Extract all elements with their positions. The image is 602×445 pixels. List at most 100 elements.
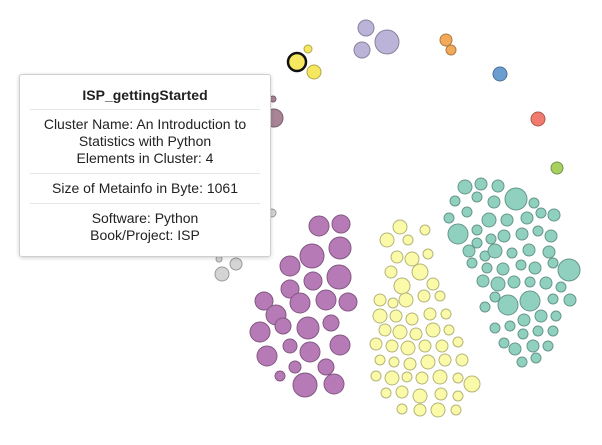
node-bubble-lavender-2[interactable]	[374, 29, 400, 55]
node-bubble-yellow-59[interactable]	[434, 290, 446, 302]
node-bubble-purple-32[interactable]	[274, 317, 292, 335]
node-bubble-teal-129[interactable]	[496, 262, 510, 276]
node-bubble-teal-134[interactable]	[476, 274, 490, 288]
node-bubble-purple-35[interactable]	[329, 334, 351, 356]
node-bubble-yellow-89[interactable]	[380, 387, 392, 399]
node-bubble-grey-16[interactable]	[214, 266, 230, 282]
node-bubble-teal-111[interactable]	[535, 207, 547, 219]
node-bubble-purple-38[interactable]	[256, 345, 278, 367]
node-bubble-yellow-69[interactable]	[443, 324, 455, 336]
node-bubble-purple-31[interactable]	[249, 321, 271, 343]
node-bubble-yellow-90[interactable]	[395, 385, 409, 399]
node-bubble-yellow-54[interactable]	[426, 277, 440, 291]
node-bubble-teal-112[interactable]	[547, 208, 561, 222]
highlighted-node-isp-gettingstarted[interactable]	[286, 51, 308, 73]
node-bubble-teal-119[interactable]	[532, 225, 544, 237]
node-bubble-yellow-84[interactable]	[401, 371, 413, 383]
node-bubble-teal-108[interactable]	[481, 212, 497, 228]
node-bubble-teal-136[interactable]	[507, 275, 521, 289]
node-bubble-purple-18[interactable]	[308, 215, 330, 237]
node-bubble-teal-130[interactable]	[515, 259, 527, 271]
node-bubble-teal-138[interactable]	[539, 276, 553, 290]
node-bubble-teal-98[interactable]	[457, 179, 473, 195]
node-bubble-yellow-74[interactable]	[435, 339, 449, 353]
node-bubble-purple-22[interactable]	[328, 236, 352, 260]
node-bubble-teal-107[interactable]	[443, 212, 455, 224]
node-bubble-yellow-85[interactable]	[415, 371, 429, 385]
node-bubble-purple-33[interactable]	[296, 316, 320, 340]
node-bubble-lavender-0[interactable]	[357, 19, 375, 37]
node-bubble-yellow-96[interactable]	[430, 402, 446, 418]
node-bubble-gold-8[interactable]	[303, 44, 313, 54]
node-bubble-teal-158[interactable]	[516, 356, 528, 368]
node-bubble-yellow-73[interactable]	[418, 339, 432, 353]
node-bubble-teal-116[interactable]	[485, 233, 497, 245]
node-bubble-teal-105[interactable]	[528, 197, 540, 209]
node-bubble-teal-142[interactable]	[519, 290, 541, 312]
node-bubble-teal-139[interactable]	[555, 281, 567, 293]
node-bubble-teal-102[interactable]	[449, 195, 461, 207]
node-bubble-yellow-61[interactable]	[389, 309, 403, 323]
node-bubble-yellow-87[interactable]	[452, 372, 464, 384]
node-bubble-orange-3[interactable]	[439, 33, 453, 47]
node-bubble-teal-152[interactable]	[532, 325, 544, 337]
node-bubble-teal-125[interactable]	[522, 243, 536, 257]
node-bubble-purple-37[interactable]	[282, 338, 298, 354]
node-bubble-lavender-1[interactable]	[353, 41, 371, 59]
node-bubble-yellow-51[interactable]	[384, 265, 398, 279]
node-bubble-purple-25[interactable]	[280, 279, 300, 299]
node-bubble-purple-24[interactable]	[303, 271, 323, 291]
node-bubble-teal-145[interactable]	[479, 301, 491, 313]
node-bubble-teal-146[interactable]	[517, 313, 531, 327]
node-bubble-teal-99[interactable]	[474, 177, 488, 191]
node-bubble-yellow-52[interactable]	[393, 277, 411, 295]
node-bubble-yellow-78[interactable]	[403, 357, 417, 371]
node-bubble-teal-133[interactable]	[557, 258, 581, 282]
node-bubble-blue-5[interactable]	[492, 66, 508, 82]
node-bubble-yellow-72[interactable]	[400, 340, 416, 356]
node-bubble-yellow-47[interactable]	[419, 224, 431, 236]
node-bubble-yellow-70[interactable]	[369, 337, 383, 351]
node-bubble-purple-23[interactable]	[326, 264, 352, 290]
node-bubble-teal-103[interactable]	[487, 195, 501, 209]
node-bubble-yellow-77[interactable]	[388, 356, 400, 368]
node-bubble-yellow-71[interactable]	[385, 339, 399, 353]
node-bubble-yellow-63[interactable]	[423, 307, 437, 321]
node-bubble-yellow-65[interactable]	[378, 323, 392, 337]
node-bubble-purple-30[interactable]	[338, 292, 358, 312]
node-bubble-yellow-91[interactable]	[412, 388, 428, 404]
node-bubble-purple-19[interactable]	[331, 214, 351, 234]
node-bubble-teal-143[interactable]	[547, 293, 559, 305]
node-bubble-teal-100[interactable]	[491, 179, 505, 193]
node-bubble-yellow-80[interactable]	[438, 353, 452, 367]
node-bubble-yellow-50[interactable]	[422, 248, 434, 260]
node-bubble-yellow-57[interactable]	[398, 292, 414, 308]
node-bubble-yellow-68[interactable]	[425, 322, 441, 338]
node-bubble-yellow-44[interactable]	[392, 219, 408, 235]
node-bubble-yellow-97[interactable]	[450, 404, 462, 416]
node-bubble-yellow-82[interactable]	[370, 370, 382, 382]
node-bubble-yellow-46[interactable]	[402, 234, 414, 246]
node-bubble-yellow-60[interactable]	[372, 308, 388, 324]
node-bubble-teal-137[interactable]	[524, 276, 536, 288]
node-bubble-yellow-45[interactable]	[379, 232, 395, 248]
node-bubble-teal-126[interactable]	[542, 245, 556, 259]
node-bubble-teal-128[interactable]	[481, 262, 493, 274]
node-bubble-teal-141[interactable]	[497, 294, 519, 316]
node-bubble-teal-150[interactable]	[504, 320, 516, 332]
node-bubble-teal-144[interactable]	[563, 293, 577, 307]
node-bubble-yellow-56[interactable]	[387, 297, 399, 309]
node-bubble-teal-115[interactable]	[471, 237, 483, 249]
node-bubble-purple-26[interactable]	[254, 291, 274, 311]
node-bubble-teal-132[interactable]	[547, 257, 559, 269]
node-bubble-yellow-81[interactable]	[455, 353, 469, 367]
node-bubble-teal-155[interactable]	[508, 342, 522, 356]
node-bubble-teal-149[interactable]	[489, 322, 501, 334]
node-bubble-yellow-66[interactable]	[392, 324, 408, 340]
node-bubble-yellow-79[interactable]	[420, 354, 436, 370]
node-bubble-teal-104[interactable]	[504, 187, 528, 211]
node-bubble-teal-148[interactable]	[550, 310, 562, 322]
node-bubble-purple-43[interactable]	[274, 370, 286, 382]
node-bubble-red-6[interactable]	[530, 111, 546, 127]
node-bubble-yellow-64[interactable]	[440, 308, 452, 320]
